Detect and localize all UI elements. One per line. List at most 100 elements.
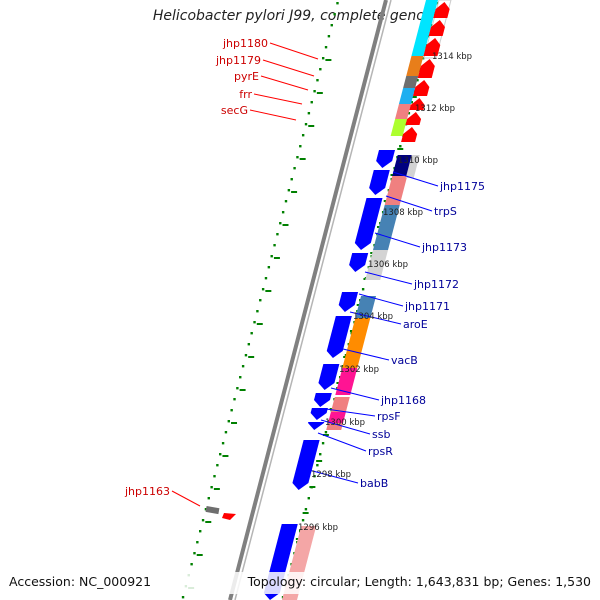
- inner-tick-dot: [190, 563, 193, 566]
- inner-tick-dot: [316, 79, 319, 82]
- callout-jhp1171: [358, 293, 404, 307]
- callout-rpsR: [317, 432, 367, 452]
- inner-tick-dot: [233, 398, 236, 401]
- cog-band-mid: [373, 205, 400, 250]
- kbp-label: 1312 kbp: [415, 104, 455, 114]
- inner-tick-dot: [210, 486, 213, 489]
- gene-label-right: rpsF: [377, 410, 401, 423]
- callout-trpS: [385, 195, 433, 212]
- cog-band-mid: [392, 155, 413, 176]
- inner-tick-dot: [201, 519, 205, 522]
- reverse-gene-arrow: [376, 150, 395, 168]
- outer-tick-dot: [407, 112, 411, 115]
- inner-tick-dot: [199, 530, 202, 533]
- gene-callouts: jhp1180 jhp1179 pyrE frr secG jhp1163 jhp1175 t…: [124, 37, 485, 507]
- forward-gene-arrow: [401, 127, 418, 142]
- callout-ssb: [320, 419, 371, 435]
- gene-jhp1163-arrow: [222, 513, 236, 520]
- outer-tick-dot: [301, 519, 305, 522]
- cog-band-mid: [342, 318, 371, 368]
- cog-band-top: [398, 88, 416, 104]
- inner-tick-dot: [293, 167, 296, 170]
- reverse-gene-arrow: [292, 440, 320, 490]
- gene-label-left: jhp1179: [215, 54, 261, 67]
- kbp-labels: 1314 kbp 1312 kbp 1310 kbp 1308 kbp 1306 kbp…: [298, 52, 472, 533]
- callout-jhp1168: [330, 387, 380, 401]
- reverse-gene-arrow: [354, 198, 383, 250]
- cog-band-top: [411, 0, 438, 56]
- forward-gene-arrow: [417, 59, 435, 78]
- gene-label-right: aroE: [403, 318, 428, 331]
- callout-jhp1173: [374, 232, 421, 248]
- inner-tick-dot: [236, 387, 239, 390]
- inner-tick-dot: [276, 233, 279, 236]
- outer-tick-dot: [416, 79, 419, 82]
- outer-tick-dot: [361, 288, 365, 291]
- inner-tick-dot: [221, 442, 225, 445]
- gene-label-right: jhp1173: [421, 241, 467, 254]
- forward-gene-arrow: [428, 20, 445, 36]
- inner-tick-dot: [279, 222, 282, 225]
- inner-tick-dot: [196, 541, 199, 544]
- forward-gene-arrow: [423, 38, 441, 56]
- kbp-label: 1306 kbp: [368, 260, 408, 270]
- inner-tick-dot: [324, 46, 328, 49]
- accession-label: Accession: NC_000921: [9, 574, 152, 589]
- callout-babB: [308, 469, 359, 484]
- gene-jhp1163: [205, 506, 220, 515]
- callout-vacB: [342, 348, 390, 361]
- inner-tick-dot: [270, 255, 273, 258]
- callout-secG: [249, 109, 297, 121]
- kbp-label: 1302 kbp: [339, 365, 379, 375]
- outer-tick-dot: [399, 145, 402, 148]
- callout-jhp1175: [392, 171, 439, 187]
- callout-jhp1180: [269, 42, 319, 60]
- inner-tick-dot: [256, 310, 259, 313]
- kbp-label: 1296 kbp: [298, 523, 338, 533]
- inner-tick-dot: [301, 134, 305, 137]
- inner-tick-dot: [264, 277, 268, 280]
- kbp-label: 1308 kbp: [383, 208, 423, 218]
- inner-tick-dot: [204, 508, 208, 511]
- genome-backbone: [228, 0, 392, 600]
- gene-label-left: frr: [239, 88, 252, 101]
- inner-tick-dot: [299, 145, 302, 148]
- outer-tick-dot: [436, 2, 439, 5]
- inner-tick-dot: [287, 189, 291, 192]
- inner-tick-dot: [273, 244, 276, 247]
- reverse-gene-arrow: [310, 408, 328, 420]
- callout-jhp1172: [364, 271, 413, 285]
- gene-label-right: jhp1171: [404, 300, 450, 313]
- inner-tick-dot: [319, 68, 322, 71]
- inner-tick-dot: [307, 112, 311, 115]
- inner-tick-dot: [244, 354, 248, 357]
- inner-tick-dot: [181, 596, 185, 599]
- inner-tick-dot: [253, 321, 256, 324]
- inner-tick-dot: [216, 464, 219, 467]
- cog-band-mid: [355, 296, 377, 318]
- genome-title: Helicobacter pylori J99, complete genome: [152, 8, 448, 24]
- kbp-label: 1298 kbp: [311, 470, 351, 480]
- cog-band-top: [395, 104, 411, 119]
- backbone-line: [228, 0, 388, 600]
- inner-tick-dot: [207, 497, 210, 500]
- reverse-gene-arrow: [349, 253, 369, 272]
- topology-label: Topology: circular; Length: 1,643,831 bp…: [247, 574, 591, 589]
- outer-tick-dot: [319, 453, 322, 456]
- gene-label-right: trpS: [434, 205, 457, 218]
- kbp-label: 1310 kbp: [398, 156, 438, 166]
- outer-tick-dot: [313, 475, 316, 478]
- outer-tick-dot: [430, 24, 433, 27]
- callout-aroE: [349, 311, 402, 325]
- tick-marks: [181, 2, 439, 599]
- inner-tick-dot: [250, 332, 253, 335]
- inner-tick-dot: [327, 35, 331, 38]
- inner-tick-dot: [219, 453, 222, 456]
- kbp-label: 1300 kbp: [325, 418, 365, 428]
- reverse-gene-arrow: [314, 393, 332, 407]
- cog-band-mid: [330, 397, 350, 412]
- gene-label-left: secG: [221, 104, 248, 117]
- outer-tick-dot: [427, 35, 431, 38]
- backbone-shadow: [234, 0, 392, 600]
- reverse-gene-arrow: [318, 364, 340, 390]
